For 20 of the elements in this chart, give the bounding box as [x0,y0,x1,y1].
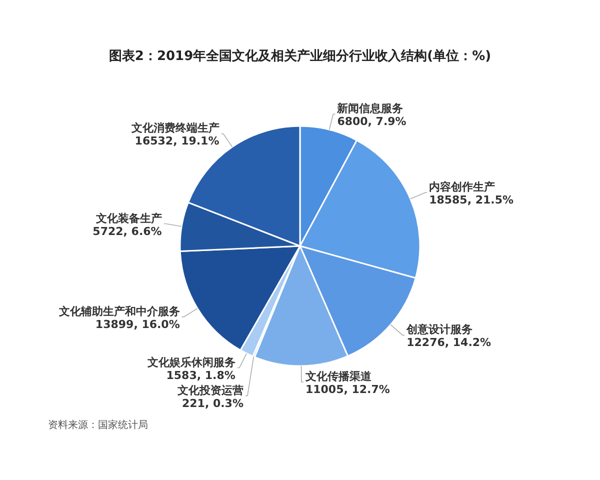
data-label: 221, 0.3% [182,396,244,410]
slice-label: 文化投资运营 [176,384,244,397]
chart-title: 图表2：2019年全国文化及相关产业细分行业收入结构(单位：%) [108,48,492,64]
slice-label: 文化装备生产 [94,212,162,225]
data-label: 16532, 19.1% [134,134,220,148]
slice-label: 创意设计服务 [406,323,473,336]
slice-label: 文化娱乐休闲服务 [146,356,236,369]
slice-label: 新闻信息服务 [336,102,404,116]
slice-label: 文化辅助生产和中介服务 [58,304,180,318]
data-label: 5722, 6.6% [92,224,162,238]
slice-label: 文化传播渠道 [304,370,372,383]
data-label: 12276, 14.2% [406,336,492,350]
slice-label: 文化消费终端生产 [130,122,220,135]
data-label: 6800, 7.9% [337,115,406,128]
data-label: 18585, 21.5% [429,194,514,207]
data-label: 1583, 1.8% [166,368,236,382]
text: 资料来源：国家统计局 [48,419,148,431]
data-label: 13899, 16.0% [95,318,180,331]
slice-label: 内容创作生产 [429,180,496,194]
data-label: 11005, 12.7% [305,382,390,396]
